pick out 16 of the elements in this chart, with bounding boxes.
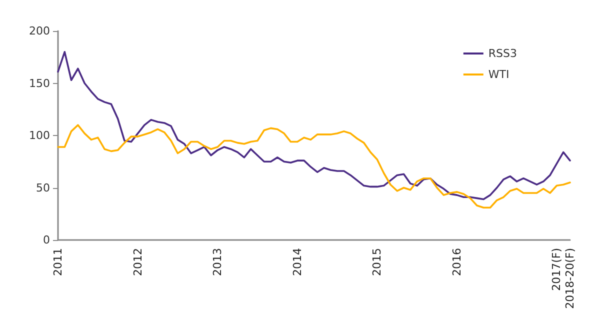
y-tick-label: 200 bbox=[29, 24, 50, 38]
x-tick-label: 2015 bbox=[370, 248, 384, 276]
x-tick-label: 2018-20(F) bbox=[564, 248, 576, 309]
x-tick-label: 2017(F) bbox=[550, 248, 564, 291]
x-tick-label: 2011 bbox=[52, 248, 64, 276]
y-tick-label: 50 bbox=[36, 181, 50, 194]
x-tick-label: 2014 bbox=[290, 248, 304, 276]
y-tick-label: 0 bbox=[43, 234, 50, 246]
line-series bbox=[57, 124, 571, 209]
x-tick-label: 2016 bbox=[450, 248, 464, 276]
legend-label: RSS3 bbox=[488, 47, 518, 60]
y-tick-label: 100 bbox=[29, 129, 50, 142]
legend-label: WTI bbox=[488, 68, 510, 81]
y-tick-label: 150 bbox=[29, 76, 50, 90]
x-tick-label: 2013 bbox=[211, 248, 224, 276]
x-tick-label: 2012 bbox=[131, 248, 144, 276]
